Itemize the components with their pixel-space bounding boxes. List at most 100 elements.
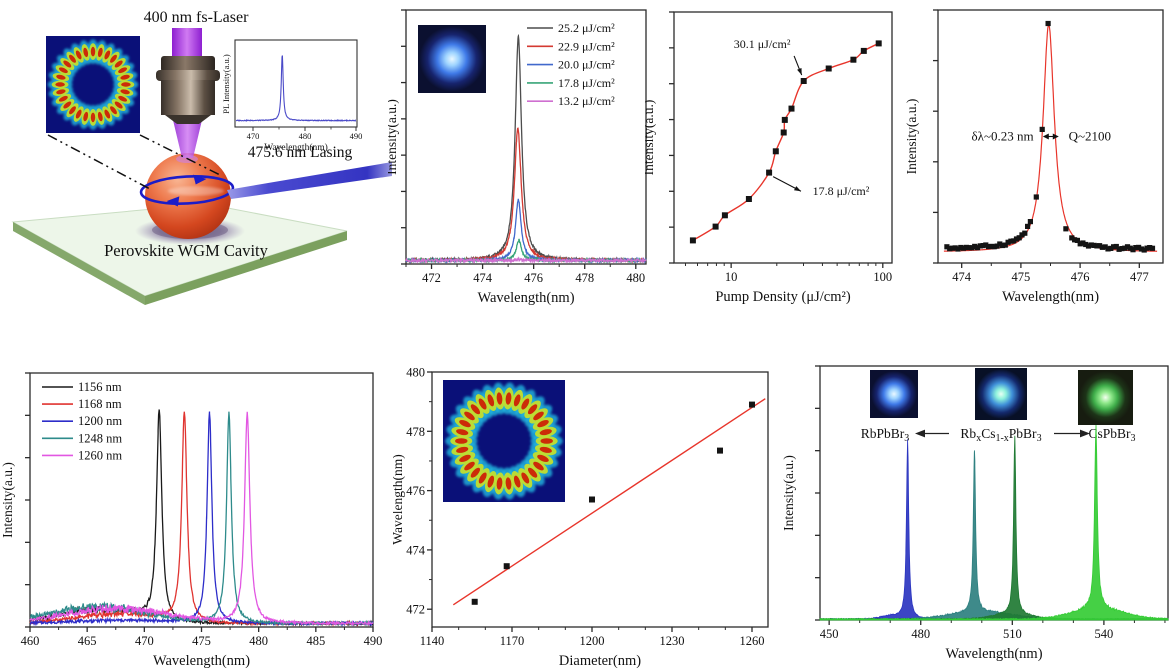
label-subscript: 1-x bbox=[995, 433, 1008, 444]
q-factor-annotation: Q~2100 bbox=[1069, 129, 1111, 144]
data-point bbox=[1149, 245, 1156, 251]
spectrum-area-2 bbox=[819, 435, 1169, 621]
data-point bbox=[1063, 226, 1069, 232]
data-point bbox=[1091, 242, 1097, 248]
data-point bbox=[1119, 246, 1125, 252]
data-point bbox=[963, 244, 969, 250]
data-point bbox=[1141, 247, 1147, 253]
data-point bbox=[1099, 244, 1105, 250]
lasing-beam bbox=[227, 162, 392, 199]
label-subscript: x bbox=[976, 433, 981, 444]
x-axis-label: Pump Density (μJ/cm²) bbox=[715, 289, 851, 305]
wgm-lobe bbox=[478, 472, 487, 484]
wgm-lobe bbox=[120, 74, 130, 80]
wgm-lobe bbox=[470, 404, 481, 415]
data-point bbox=[1013, 236, 1020, 242]
wgm-lobe bbox=[521, 472, 530, 484]
wgm-lobe bbox=[69, 106, 76, 115]
data-point bbox=[1111, 244, 1117, 250]
x-tick-label: 100 bbox=[873, 270, 892, 284]
data-point bbox=[589, 496, 595, 503]
microsphere-photo-glow bbox=[976, 369, 1026, 419]
data-point bbox=[1085, 243, 1092, 249]
label-cspbbr3: CsPbBr3 bbox=[1088, 426, 1135, 444]
wgm-lobe bbox=[83, 111, 89, 122]
wgm-lobe bbox=[120, 89, 130, 95]
spectrum-area-3 bbox=[819, 424, 1169, 621]
wgm-lobe bbox=[537, 454, 549, 462]
x-tick-label: 478 bbox=[575, 271, 594, 285]
microsphere-photo-glow bbox=[1079, 371, 1132, 424]
data-point bbox=[983, 242, 989, 248]
x-tick-label: 490 bbox=[364, 634, 383, 648]
data-point bbox=[944, 244, 950, 250]
wgm-lobe bbox=[540, 438, 553, 444]
lasing-label: 475.6 nm Lasing bbox=[248, 144, 353, 161]
label-text: CsPbBr bbox=[1088, 426, 1131, 441]
y-axis-label: Intensity(a.u.) bbox=[782, 455, 796, 531]
x-axis-label: Diameter(nm) bbox=[559, 653, 641, 669]
data-point bbox=[969, 245, 975, 251]
x-tick-label: 480 bbox=[626, 271, 645, 285]
data-point bbox=[1130, 247, 1136, 253]
data-point bbox=[947, 246, 953, 252]
arrow-head-icon bbox=[1042, 133, 1049, 140]
x-axis-label: Wavelength(nm) bbox=[1002, 289, 1099, 305]
wgm-lobe bbox=[90, 112, 96, 123]
fit-line bbox=[452, 398, 766, 606]
wgm-lobe bbox=[513, 475, 521, 488]
x-tick-label: 475 bbox=[192, 634, 211, 648]
wgm-lobe bbox=[505, 477, 512, 490]
data-point bbox=[1005, 239, 1011, 245]
arrow-head-icon bbox=[797, 68, 802, 76]
data-point bbox=[997, 241, 1003, 247]
wgm-lobe bbox=[464, 411, 475, 421]
data-point bbox=[1074, 237, 1080, 243]
data-point bbox=[1016, 235, 1022, 241]
data-point bbox=[1124, 244, 1131, 250]
wgm-lobe bbox=[459, 454, 471, 462]
y-tick-label: 480 bbox=[406, 366, 425, 380]
data-point bbox=[1033, 194, 1039, 200]
data-point bbox=[1105, 246, 1111, 252]
data-point bbox=[1122, 245, 1128, 251]
spectrum-area-0 bbox=[819, 439, 1169, 621]
data-point bbox=[745, 196, 752, 202]
fit-curve bbox=[692, 42, 880, 241]
wgm-lobe bbox=[527, 404, 538, 415]
data-point bbox=[1083, 241, 1089, 248]
x-tick-label: 450 bbox=[820, 627, 839, 641]
wgm-lobe bbox=[75, 50, 82, 60]
data-point bbox=[689, 237, 696, 244]
pl-spectrum-inset: 470 480 490 Wavelength(nm) PL Intensity(… bbox=[221, 39, 362, 153]
objective-flange bbox=[156, 70, 220, 81]
wgm-lobe bbox=[69, 54, 76, 63]
data-point bbox=[1094, 243, 1100, 249]
x-tick-label: 470 bbox=[135, 634, 154, 648]
cavity-label: Perovskite WGM Cavity bbox=[104, 241, 269, 260]
plot-frame bbox=[431, 371, 769, 628]
wgm-mode-inset bbox=[46, 36, 140, 133]
data-point bbox=[1069, 235, 1075, 241]
x-tick-label: 476 bbox=[1071, 270, 1090, 284]
legend-label: 20.0 μJ/cm² bbox=[558, 58, 615, 72]
wgm-layer bbox=[455, 392, 553, 490]
y-tick-label: 478 bbox=[406, 425, 425, 439]
wgm-lobe bbox=[56, 89, 66, 95]
x-tick-label: 1170 bbox=[500, 634, 525, 648]
pump-spectra-chart: 472 474 476 478 480 Wavelength(nm) Intensity(a… bbox=[388, 9, 647, 306]
data-point bbox=[1025, 223, 1031, 229]
x-tick-label: 1200 bbox=[580, 634, 605, 648]
data-point bbox=[1147, 245, 1153, 251]
label-rbcs-pbbr3: RbxCs1-xPbBr3 bbox=[960, 426, 1041, 444]
data-point bbox=[766, 169, 773, 176]
wgm-lobe bbox=[121, 82, 131, 87]
data-point bbox=[986, 244, 992, 250]
pl-inset-x-tick-label: 480 bbox=[299, 131, 312, 141]
linewidth-annotation: δλ~0.23 nm bbox=[972, 129, 1034, 144]
arrow-head-icon bbox=[794, 186, 801, 192]
wgm-lobe bbox=[118, 95, 128, 102]
y-axis-label: Intensity(a.u.) bbox=[645, 100, 656, 176]
orbit-ellipse bbox=[139, 175, 235, 205]
